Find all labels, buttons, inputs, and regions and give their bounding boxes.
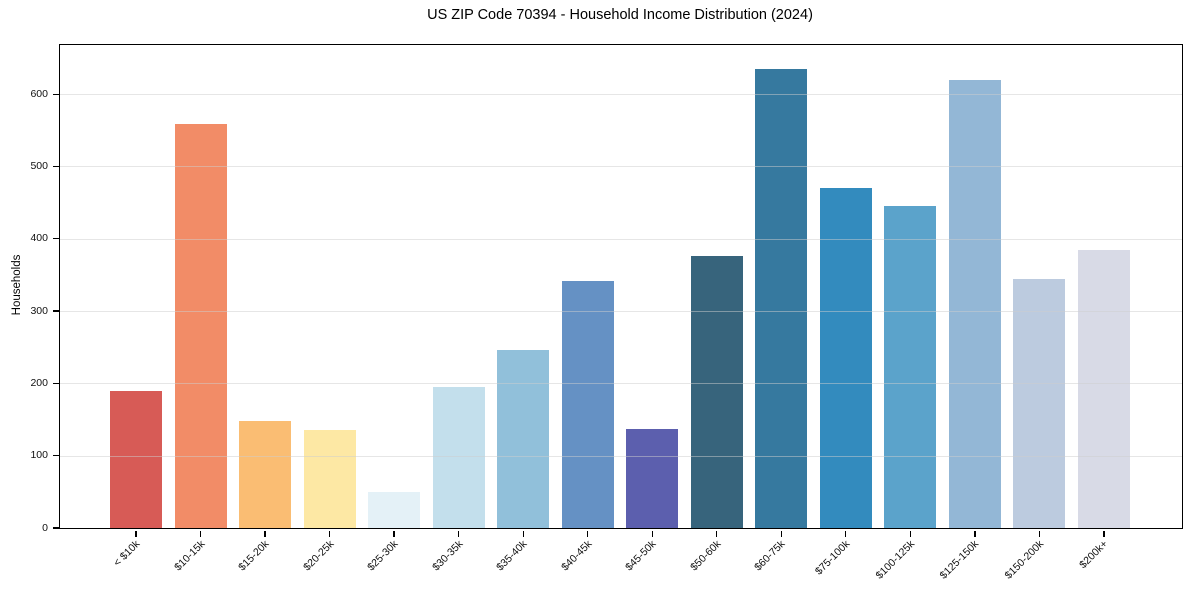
gridline [60,455,1182,457]
x-tick-label: $30-35k [429,538,466,574]
x-tick-label: $75-100k [812,538,853,578]
y-tick-mark [52,310,59,312]
y-tick-label: 200 [30,376,48,389]
bar [626,428,679,528]
y-tick-mark [52,93,59,95]
y-tick-mark [52,165,59,168]
x-tick-label: $25-30k [365,538,401,574]
y-tick-mark [52,238,59,240]
x-tick-mark [845,530,847,537]
bar [239,421,292,528]
bar [303,429,356,528]
bar [884,205,937,528]
y-tick-label: 300 [30,304,48,317]
plot-area: < $10k $10-15k $15-20k $20-25k $25-30k $30-35… [30,44,1183,582]
bar [110,390,162,528]
bar [948,79,1001,528]
y-tick-label: 100 [30,449,48,462]
bar [755,68,808,528]
x-tick-mark [264,530,266,537]
bar [1077,249,1130,528]
x-tick-label: $125-150k [937,538,982,582]
bar [497,350,550,528]
y-tick-label: 0 [42,521,48,534]
x-tick-label: $150-200k [1002,538,1046,582]
bar [561,281,614,528]
x-tick-mark [328,530,331,537]
x-tick-mark [522,530,524,537]
gridline [60,94,1182,96]
x-tick-mark [651,530,653,537]
gridline [60,311,1182,313]
x-tick-label: $50-60k [687,538,724,574]
y-tick-mark [52,527,59,529]
x-tick-mark [1103,530,1105,537]
x-tick-label: $100-125k [873,538,917,582]
x-tick-label: $40-45k [558,538,595,574]
x-tick-mark [974,530,976,537]
gridline [60,166,1182,168]
x-tick-label: $20-25k [300,538,337,574]
y-tick-label: 500 [30,159,48,172]
x-tick-mark [1038,530,1041,537]
x-tick-mark [780,530,782,537]
bar [690,256,743,528]
bar [174,123,227,528]
x-tick-mark [909,530,911,537]
gridline [60,238,1182,240]
x-tick-label: $15-20k [236,538,272,574]
x-tick-label: < $10k [111,538,143,569]
x-tick-mark [458,530,460,537]
y-tick-mark [52,382,59,385]
bar [819,188,872,528]
y-tick-mark [52,455,59,457]
y-tick-label: 600 [30,87,48,100]
x-tick-mark [587,530,589,537]
x-tick-label: $60-75k [752,538,788,574]
x-tick-mark [393,530,395,537]
x-tick-label: $35-40k [494,538,530,574]
bar [1013,279,1066,528]
bar [432,387,485,528]
x-tick-label: $200k+ [1077,538,1111,572]
x-tick-label: $10-15k [171,538,208,574]
gridline [60,383,1182,385]
x-tick-label: $45-50k [623,538,659,574]
x-tick-mark [135,530,137,537]
y-tick-label: 400 [30,232,48,245]
chart-title: US ZIP Code 70394 - Household Income Dis… [427,7,813,23]
bar [368,491,421,528]
x-tick-mark [199,530,202,537]
x-tick-mark [716,530,718,537]
